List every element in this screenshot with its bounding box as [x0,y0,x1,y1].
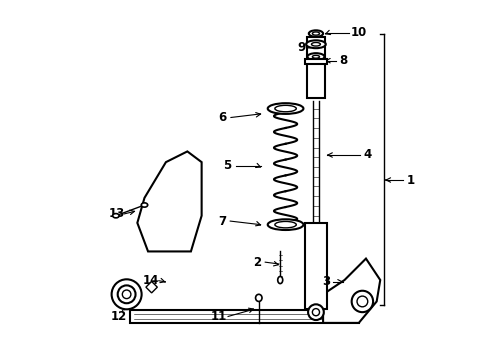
Ellipse shape [274,221,296,228]
Text: 2: 2 [252,256,261,269]
Ellipse shape [267,219,303,230]
Circle shape [356,296,367,307]
Text: 6: 6 [218,111,226,124]
Text: 11: 11 [210,310,226,323]
Ellipse shape [274,105,296,112]
Text: 7: 7 [218,215,226,228]
Ellipse shape [311,42,320,46]
Ellipse shape [312,55,319,58]
Ellipse shape [112,213,119,218]
Bar [130,310,358,323]
Ellipse shape [312,32,319,35]
Polygon shape [145,282,157,293]
Polygon shape [137,152,201,251]
Ellipse shape [141,203,147,207]
Text: 13: 13 [108,207,124,220]
Ellipse shape [305,40,325,48]
Text: 9: 9 [297,41,305,54]
Ellipse shape [308,30,323,37]
Circle shape [307,304,323,320]
Ellipse shape [255,294,262,301]
Ellipse shape [267,103,303,114]
Text: 3: 3 [322,275,330,288]
Bar [305,59,326,64]
Bar [306,37,324,98]
Circle shape [111,279,142,309]
Ellipse shape [307,53,324,60]
Ellipse shape [277,276,282,284]
Text: 8: 8 [339,54,347,67]
Text: 14: 14 [142,274,159,287]
Text: 5: 5 [223,159,231,172]
Circle shape [312,309,319,316]
Circle shape [118,285,135,303]
Text: 1: 1 [406,174,414,186]
Polygon shape [323,258,380,323]
Text: 10: 10 [350,26,366,39]
Text: 12: 12 [110,310,126,323]
Circle shape [351,291,372,312]
Circle shape [122,290,131,298]
Text: 4: 4 [363,148,371,162]
Bar [304,223,326,309]
